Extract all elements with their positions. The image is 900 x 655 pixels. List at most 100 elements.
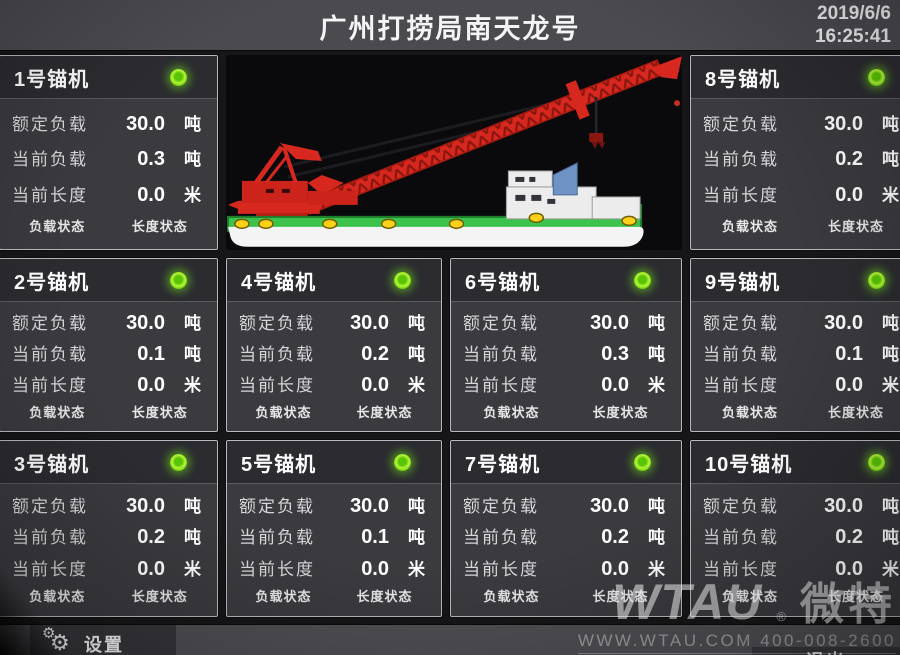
current-length-unit: 米	[184, 559, 201, 579]
current-load-row: 当前负载 0.3 吨	[0, 145, 217, 171]
rated-load-value: 30.0	[824, 113, 863, 136]
status-led-icon	[394, 271, 411, 289]
panel-header: 7号锚机	[451, 441, 681, 484]
current-length-label: 当前长度	[239, 376, 315, 395]
panel-body: 额定负载 30.0 吨 当前负载 0.2 吨 当前长度 0.0 米 负载状态 长…	[0, 484, 217, 616]
rated-load-value: 30.0	[590, 312, 629, 334]
panel-header: 9号锚机	[691, 259, 900, 302]
current-load-unit: 吨	[648, 345, 665, 364]
current-length-label: 当前长度	[703, 376, 779, 395]
current-length-unit: 米	[882, 559, 899, 579]
current-length-label: 当前长度	[463, 376, 539, 395]
status-led-icon	[634, 453, 651, 471]
status-led-icon	[394, 453, 411, 471]
status-led-icon	[170, 453, 187, 471]
rated-load-value: 30.0	[590, 494, 629, 517]
bottom-bar: ⚙ ⚙ 设置 退出	[0, 625, 900, 655]
current-length-unit: 米	[882, 376, 899, 395]
panel-header: 4号锚机	[227, 259, 441, 302]
status-row: 负载状态 长度状态	[451, 402, 681, 421]
status-led-icon	[170, 271, 187, 289]
current-length-label: 当前长度	[12, 559, 88, 579]
load-status-label: 负载状态	[483, 405, 540, 420]
load-status-label: 负载状态	[721, 405, 778, 420]
rated-load-unit: 吨	[184, 496, 201, 516]
current-load-value: 0.2	[361, 343, 389, 365]
current-load-label: 当前负载	[12, 345, 88, 364]
anchor-machine-panel: 4号锚机 额定负载 30.0 吨 当前负载 0.2 吨 当前长度 0.0 米 负…	[226, 258, 442, 432]
length-status-label: 长度状态	[592, 405, 649, 420]
panel-body: 额定负载 30.0 吨 当前负载 0.1 吨 当前长度 0.0 米 负载状态 长…	[0, 302, 217, 431]
current-load-row: 当前负载 0.1 吨	[227, 523, 441, 549]
rated-load-value: 30.0	[126, 312, 165, 334]
panel-title: 1号锚机	[14, 68, 90, 91]
rated-load-value: 30.0	[126, 113, 165, 136]
length-status-label: 长度状态	[131, 405, 188, 420]
anchor-machine-panel: 9号锚机 额定负载 30.0 吨 当前负载 0.1 吨 当前长度 0.0 米 负…	[690, 258, 900, 432]
current-load-unit: 吨	[184, 528, 201, 548]
current-load-unit: 吨	[882, 150, 899, 170]
current-load-value: 0.1	[835, 343, 863, 365]
exit-button[interactable]: 退出	[752, 647, 900, 655]
status-row: 负载状态 长度状态	[691, 216, 900, 235]
rated-load-label: 额定负载	[239, 314, 315, 333]
current-load-value: 0.3	[137, 148, 165, 171]
status-row: 负载状态 长度状态	[227, 586, 441, 605]
rated-load-row: 额定负载 30.0 吨	[451, 492, 681, 518]
current-length-value: 0.0	[137, 183, 165, 206]
rated-load-label: 额定负载	[239, 496, 315, 516]
current-load-row: 当前负载 0.2 吨	[0, 523, 217, 549]
current-load-label: 当前负载	[703, 528, 779, 548]
rated-load-label: 额定负载	[12, 496, 88, 516]
status-row: 负载状态 长度状态	[0, 216, 217, 235]
date-text: 2019/6/6	[817, 3, 891, 24]
current-length-row: 当前长度 0.0 米	[451, 555, 681, 581]
current-load-label: 当前负载	[703, 345, 779, 364]
current-length-value: 0.0	[361, 557, 389, 580]
panel-header: 3号锚机	[0, 441, 217, 484]
anchor-machine-panel: 6号锚机 额定负载 30.0 吨 当前负载 0.3 吨 当前长度 0.0 米 负…	[450, 258, 682, 432]
panel-body: 额定负载 30.0 吨 当前负载 0.2 吨 当前长度 0.0 米 负载状态 长…	[691, 99, 900, 249]
current-load-row: 当前负载 0.1 吨	[0, 340, 217, 366]
current-length-unit: 米	[408, 376, 425, 395]
rated-load-row: 额定负载 30.0 吨	[691, 110, 900, 136]
current-length-unit: 米	[184, 376, 201, 395]
rated-load-unit: 吨	[408, 314, 425, 333]
current-load-label: 当前负载	[239, 528, 315, 548]
current-load-value: 0.3	[601, 343, 629, 365]
current-length-label: 当前长度	[12, 376, 88, 395]
current-load-unit: 吨	[882, 528, 899, 548]
panel-header: 5号锚机	[227, 441, 441, 484]
load-status-label: 负载状态	[29, 405, 86, 420]
rated-load-label: 额定负载	[703, 314, 779, 333]
panel-body: 额定负载 30.0 吨 当前负载 0.2 吨 当前长度 0.0 米 负载状态 长…	[227, 302, 441, 431]
panel-header: 8号锚机	[691, 56, 900, 99]
current-length-row: 当前长度 0.0 米	[227, 371, 441, 397]
status-row: 负载状态 长度状态	[691, 586, 900, 605]
current-length-unit: 米	[648, 376, 665, 395]
settings-button-label: 设置	[84, 635, 124, 655]
panel-title: 10号锚机	[705, 453, 793, 476]
panel-title: 7号锚机	[465, 453, 541, 476]
panel-body: 额定负载 30.0 吨 当前负载 0.1 吨 当前长度 0.0 米 负载状态 长…	[691, 302, 900, 431]
current-length-row: 当前长度 0.0 米	[227, 555, 441, 581]
current-length-unit: 米	[648, 559, 665, 579]
settings-button[interactable]: ⚙ ⚙ 设置	[30, 625, 176, 655]
page-title: 广州打捞局南天龙号	[319, 14, 581, 44]
crane-vessel-graphic	[226, 55, 682, 250]
panel-grid: 1号锚机 额定负载 30.0 吨 当前负载 0.3 吨 当前长度 0.0 米 负…	[0, 55, 900, 617]
current-load-label: 当前负载	[703, 150, 779, 170]
rated-load-unit: 吨	[648, 314, 665, 333]
rated-load-label: 额定负载	[463, 314, 539, 333]
rated-load-unit: 吨	[882, 314, 899, 333]
current-load-label: 当前负载	[463, 345, 539, 364]
status-row: 负载状态 长度状态	[0, 402, 217, 421]
current-load-label: 当前负载	[239, 345, 315, 364]
current-length-label: 当前长度	[239, 559, 315, 579]
current-load-unit: 吨	[184, 150, 201, 170]
current-length-value: 0.0	[601, 557, 629, 580]
current-load-unit: 吨	[184, 345, 201, 364]
rated-load-unit: 吨	[408, 496, 425, 516]
length-status-label: 长度状态	[131, 218, 188, 234]
